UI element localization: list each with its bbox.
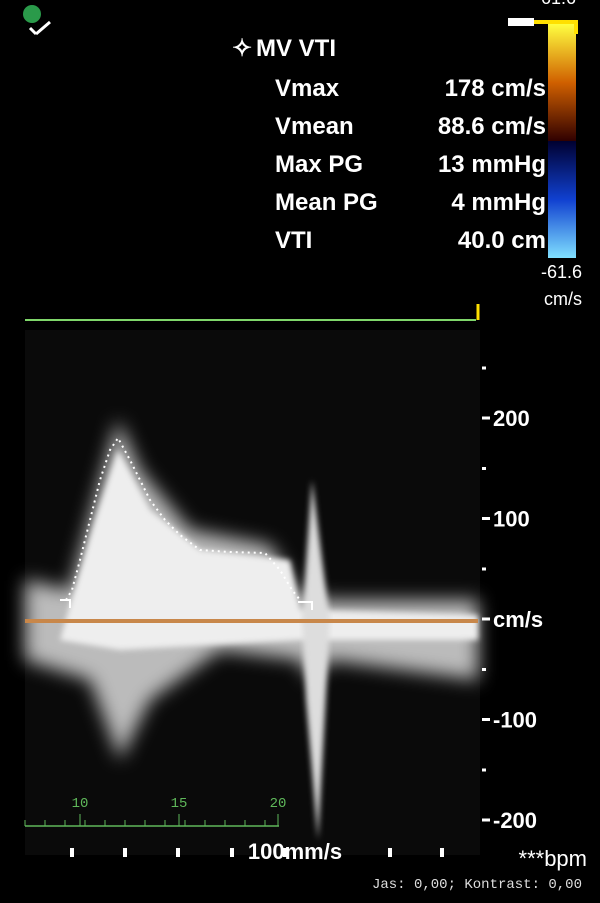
measurement-label: Vmean [275,113,354,140]
color-max: 61.6 [541,0,576,8]
time-marker [283,848,287,857]
measurement-value: 178 cm/s [445,75,546,102]
measurement-title: MV VTI [256,35,336,62]
time-marker [440,848,444,857]
time-marker [388,848,392,857]
measurement-label: Vmax [275,75,340,102]
time-marker [176,848,180,857]
scale-label: 200 [493,406,530,431]
measurement-value: 88.6 cm/s [438,113,546,140]
time-ruler-label: 15 [171,796,188,812]
time-marker [123,848,127,857]
sweep-speed: 100mm/s [248,839,342,864]
measurement-value: 13 mmHg [438,151,546,178]
ultrasound-screen: 61.6 -61.6 cm/s ✧ MV VTI 100mm/s ***bpm … [0,0,600,903]
measurement-value: 4 mmHg [451,189,546,216]
color-unit: cm/s [544,289,582,309]
color-min: -61.6 [541,262,582,282]
probe-marker [23,5,41,23]
measurement-label: Max PG [275,151,363,178]
time-ruler-label: 10 [72,796,89,812]
measurement-label: Mean PG [275,189,378,216]
scale-label: cm/s [493,607,543,632]
measurement-icon: ✧ [232,35,252,62]
time-marker [70,848,74,857]
color-bar [548,24,576,258]
measurement-label: VTI [275,227,312,254]
image-settings: Jas: 0,00; Kontrast: 0,00 [372,877,582,893]
color-bar-marker [508,18,534,26]
heart-rate: ***bpm [519,846,587,871]
measurement-value: 40.0 cm [458,227,546,254]
page: 61.6 -61.6 cm/s ✧ MV VTI 100mm/s ***bpm … [0,0,600,903]
time-ruler-label: 20 [270,796,287,812]
time-marker [230,848,234,857]
scale-label: -100 [493,708,537,733]
doppler-spectrum [25,330,480,855]
scale-label: -200 [493,808,537,833]
scale-label: 100 [493,507,530,532]
